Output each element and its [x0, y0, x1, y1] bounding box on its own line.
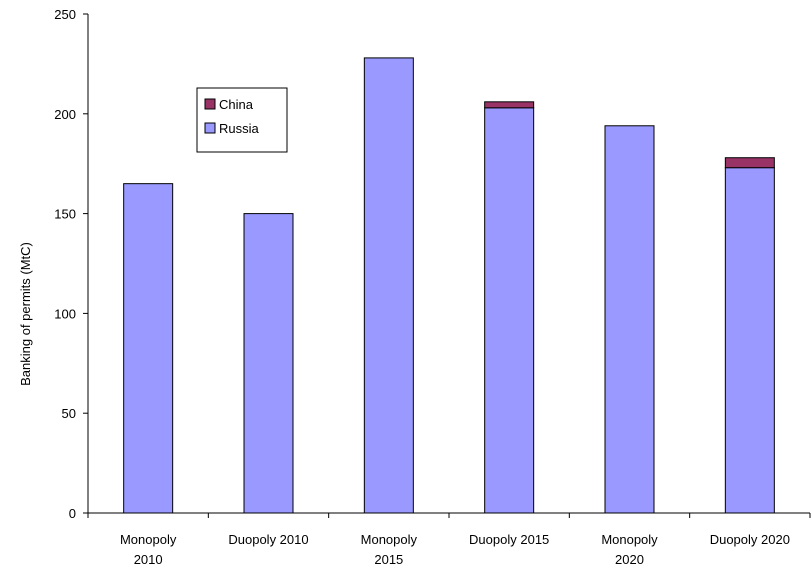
legend-swatch-russia [204, 122, 216, 134]
x-tick-label: Monopoly 2010 [120, 532, 177, 567]
y-tick-label: 100 [54, 306, 76, 321]
y-tick-label: 250 [54, 7, 76, 22]
x-tick-label: Duopoly 2020 [710, 532, 790, 547]
legend-swatch-china [204, 98, 216, 110]
y-axis-label: Banking of permits (MtC) [18, 242, 33, 386]
axes: 0 50 100 150 200 250 Monopoly 2010 Duopoly 2010 M… [54, 7, 811, 567]
bar-russia [123, 183, 174, 514]
bar-china [724, 157, 775, 169]
bar-russia [724, 167, 775, 514]
legend: China Russia [196, 87, 288, 153]
y-tick-label: 0 [69, 506, 76, 521]
bar-russia [243, 213, 294, 514]
bar-russia [604, 125, 655, 514]
y-tick-label: 50 [62, 406, 76, 421]
x-tick-label: Duopoly 2010 [228, 532, 308, 547]
bar-china [484, 101, 535, 109]
y-tick-label: 150 [54, 207, 76, 222]
x-tick-label: Monopoly 2015 [361, 532, 418, 567]
legend-label-russia: Russia [219, 121, 260, 136]
bars [123, 57, 775, 514]
x-tick-label: Duopoly 2015 [469, 532, 549, 547]
y-tick-label: 200 [54, 107, 76, 122]
bar-russia [363, 57, 414, 514]
bar-russia [484, 107, 535, 514]
legend-label-china: China [219, 97, 254, 112]
x-tick-label: Monopoly 2020 [601, 532, 658, 567]
